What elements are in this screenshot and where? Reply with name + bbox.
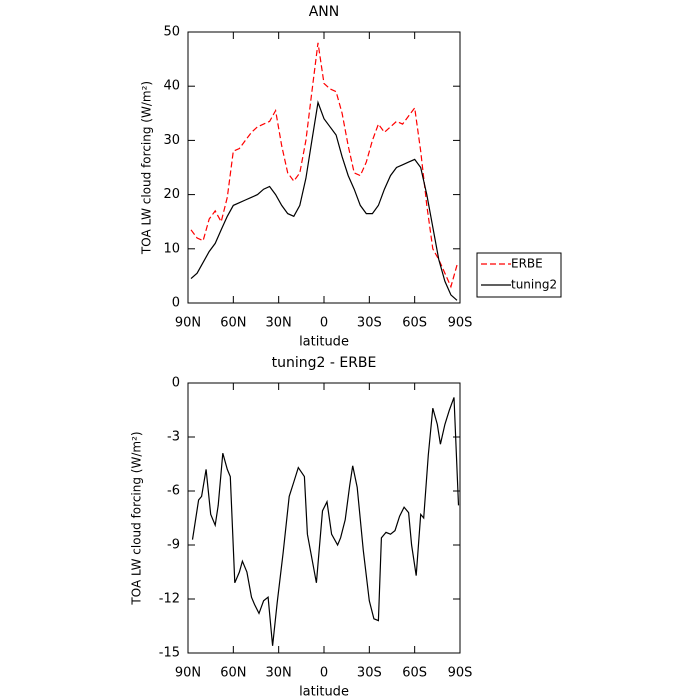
- y-tick-label: 20: [163, 187, 180, 202]
- chart-title: ANN: [309, 4, 340, 20]
- x-tick-label: 30S: [357, 666, 382, 681]
- legend-label: ERBE: [511, 257, 543, 271]
- x-tick-label: 60N: [220, 316, 246, 331]
- x-tick-label: 30S: [357, 316, 382, 331]
- y-tick-label: 50: [163, 25, 180, 40]
- data-line: [191, 397, 460, 646]
- y-tick-label: -9: [167, 538, 180, 553]
- data-line: [190, 100, 458, 301]
- plot-frame: [187, 382, 461, 654]
- y-tick-label: 0: [172, 296, 180, 311]
- x-axis-label: latitude: [299, 685, 349, 700]
- y-axis-label: TOA LW cloud forcing (W/m²): [140, 81, 154, 255]
- y-tick-label: 0: [172, 376, 180, 391]
- x-tick-label: 60S: [402, 316, 427, 331]
- x-axis-label: latitude: [299, 335, 349, 350]
- x-tick-label: 30N: [266, 316, 292, 331]
- x-tick-label: 90N: [175, 316, 201, 331]
- x-tick-label: 0: [320, 316, 328, 331]
- x-tick-label: 30N: [266, 666, 292, 681]
- y-tick-label: 10: [163, 241, 180, 256]
- y-tick-label: -12: [159, 592, 180, 607]
- y-tick-label: -3: [167, 430, 180, 445]
- y-axis-label: TOA LW cloud forcing (W/m²): [130, 431, 144, 605]
- data-line: [190, 42, 458, 289]
- x-tick-label: 60N: [220, 666, 246, 681]
- x-tick-label: 90S: [448, 316, 473, 331]
- chart-title: tuning2 - ERBE: [272, 355, 377, 371]
- y-tick-label: 40: [163, 79, 180, 94]
- legend-box: [476, 252, 562, 298]
- x-tick-label: 0: [320, 666, 328, 681]
- y-tick-label: 30: [163, 133, 180, 148]
- x-tick-label: 90N: [175, 666, 201, 681]
- x-tick-label: 60S: [402, 666, 427, 681]
- y-tick-label: -6: [167, 484, 180, 499]
- y-tick-label: -15: [159, 646, 180, 661]
- plot-frame: [187, 31, 461, 304]
- x-tick-label: 90S: [448, 666, 473, 681]
- legend-label: tuning2: [511, 278, 557, 292]
